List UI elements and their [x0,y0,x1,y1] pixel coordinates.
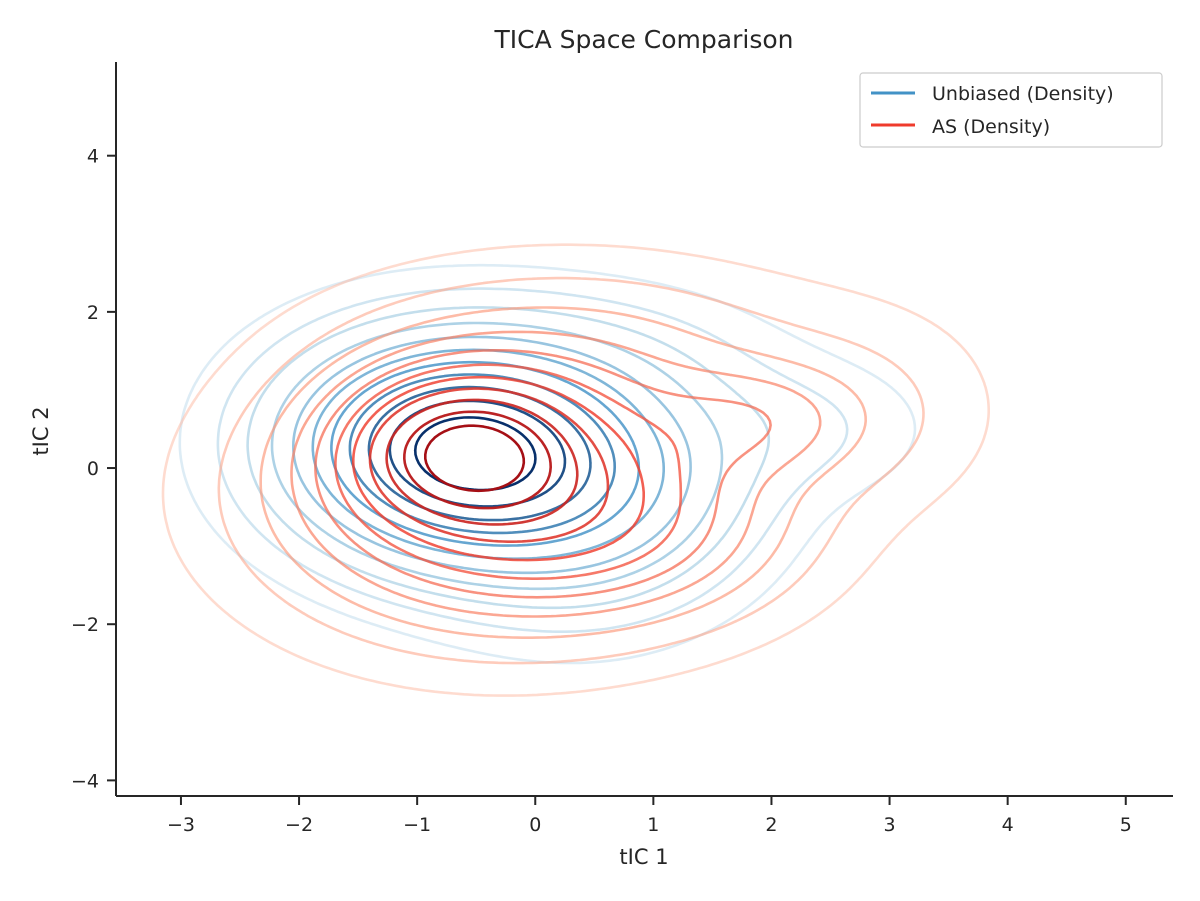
x-tick-label: 0 [529,814,541,836]
contour-line [385,398,579,526]
contour-line [424,424,526,493]
y-axis-ticks: −4 −2 0 2 4 [71,146,116,792]
x-tick-label: −1 [403,814,431,836]
x-tick-label: 1 [647,814,659,836]
contour-line [413,416,537,492]
x-tick-label: 2 [765,814,777,836]
y-tick-label: 4 [87,146,99,168]
y-tick-label: 0 [87,458,99,480]
contour-line [292,335,692,575]
y-tick-label: −2 [71,614,99,636]
contour-line [314,349,772,599]
contour-line [290,330,822,618]
x-tick-label: −2 [285,814,313,836]
contour-line [334,363,683,580]
series-1-contours [161,243,990,697]
contour-line [311,348,665,560]
series-0-contours [178,263,917,665]
x-axis-ticks: −3 −2 −1 0 1 2 3 4 5 [167,796,1132,836]
contour-line [368,387,610,543]
contour-line [161,243,990,697]
y-tick-label: −4 [71,770,99,792]
x-tick-label: 4 [1002,814,1014,836]
x-axis-label: tIC 1 [619,845,668,869]
contour-line [178,263,917,665]
contour-line [403,410,552,510]
contour-line [246,306,771,610]
x-tick-label: 3 [884,814,896,836]
contour-layer [161,243,990,697]
legend: Unbiased (Density) AS (Density) [859,72,1163,148]
contour-line [217,276,925,665]
contour-line [259,306,867,639]
legend-frame [859,72,1163,148]
y-axis-label: tIC 2 [29,406,53,455]
legend-label-as: AS (Density) [932,116,1050,138]
legend-label-unbiased: Unbiased (Density) [932,83,1114,105]
x-tick-label: −3 [167,814,195,836]
contour-line [348,373,616,535]
x-tick-label: 5 [1120,814,1132,836]
y-tick-label: 2 [87,302,99,324]
contour-line [216,287,849,633]
chart-title: TICA Space Comparison [494,25,794,54]
contour-line [352,375,645,562]
